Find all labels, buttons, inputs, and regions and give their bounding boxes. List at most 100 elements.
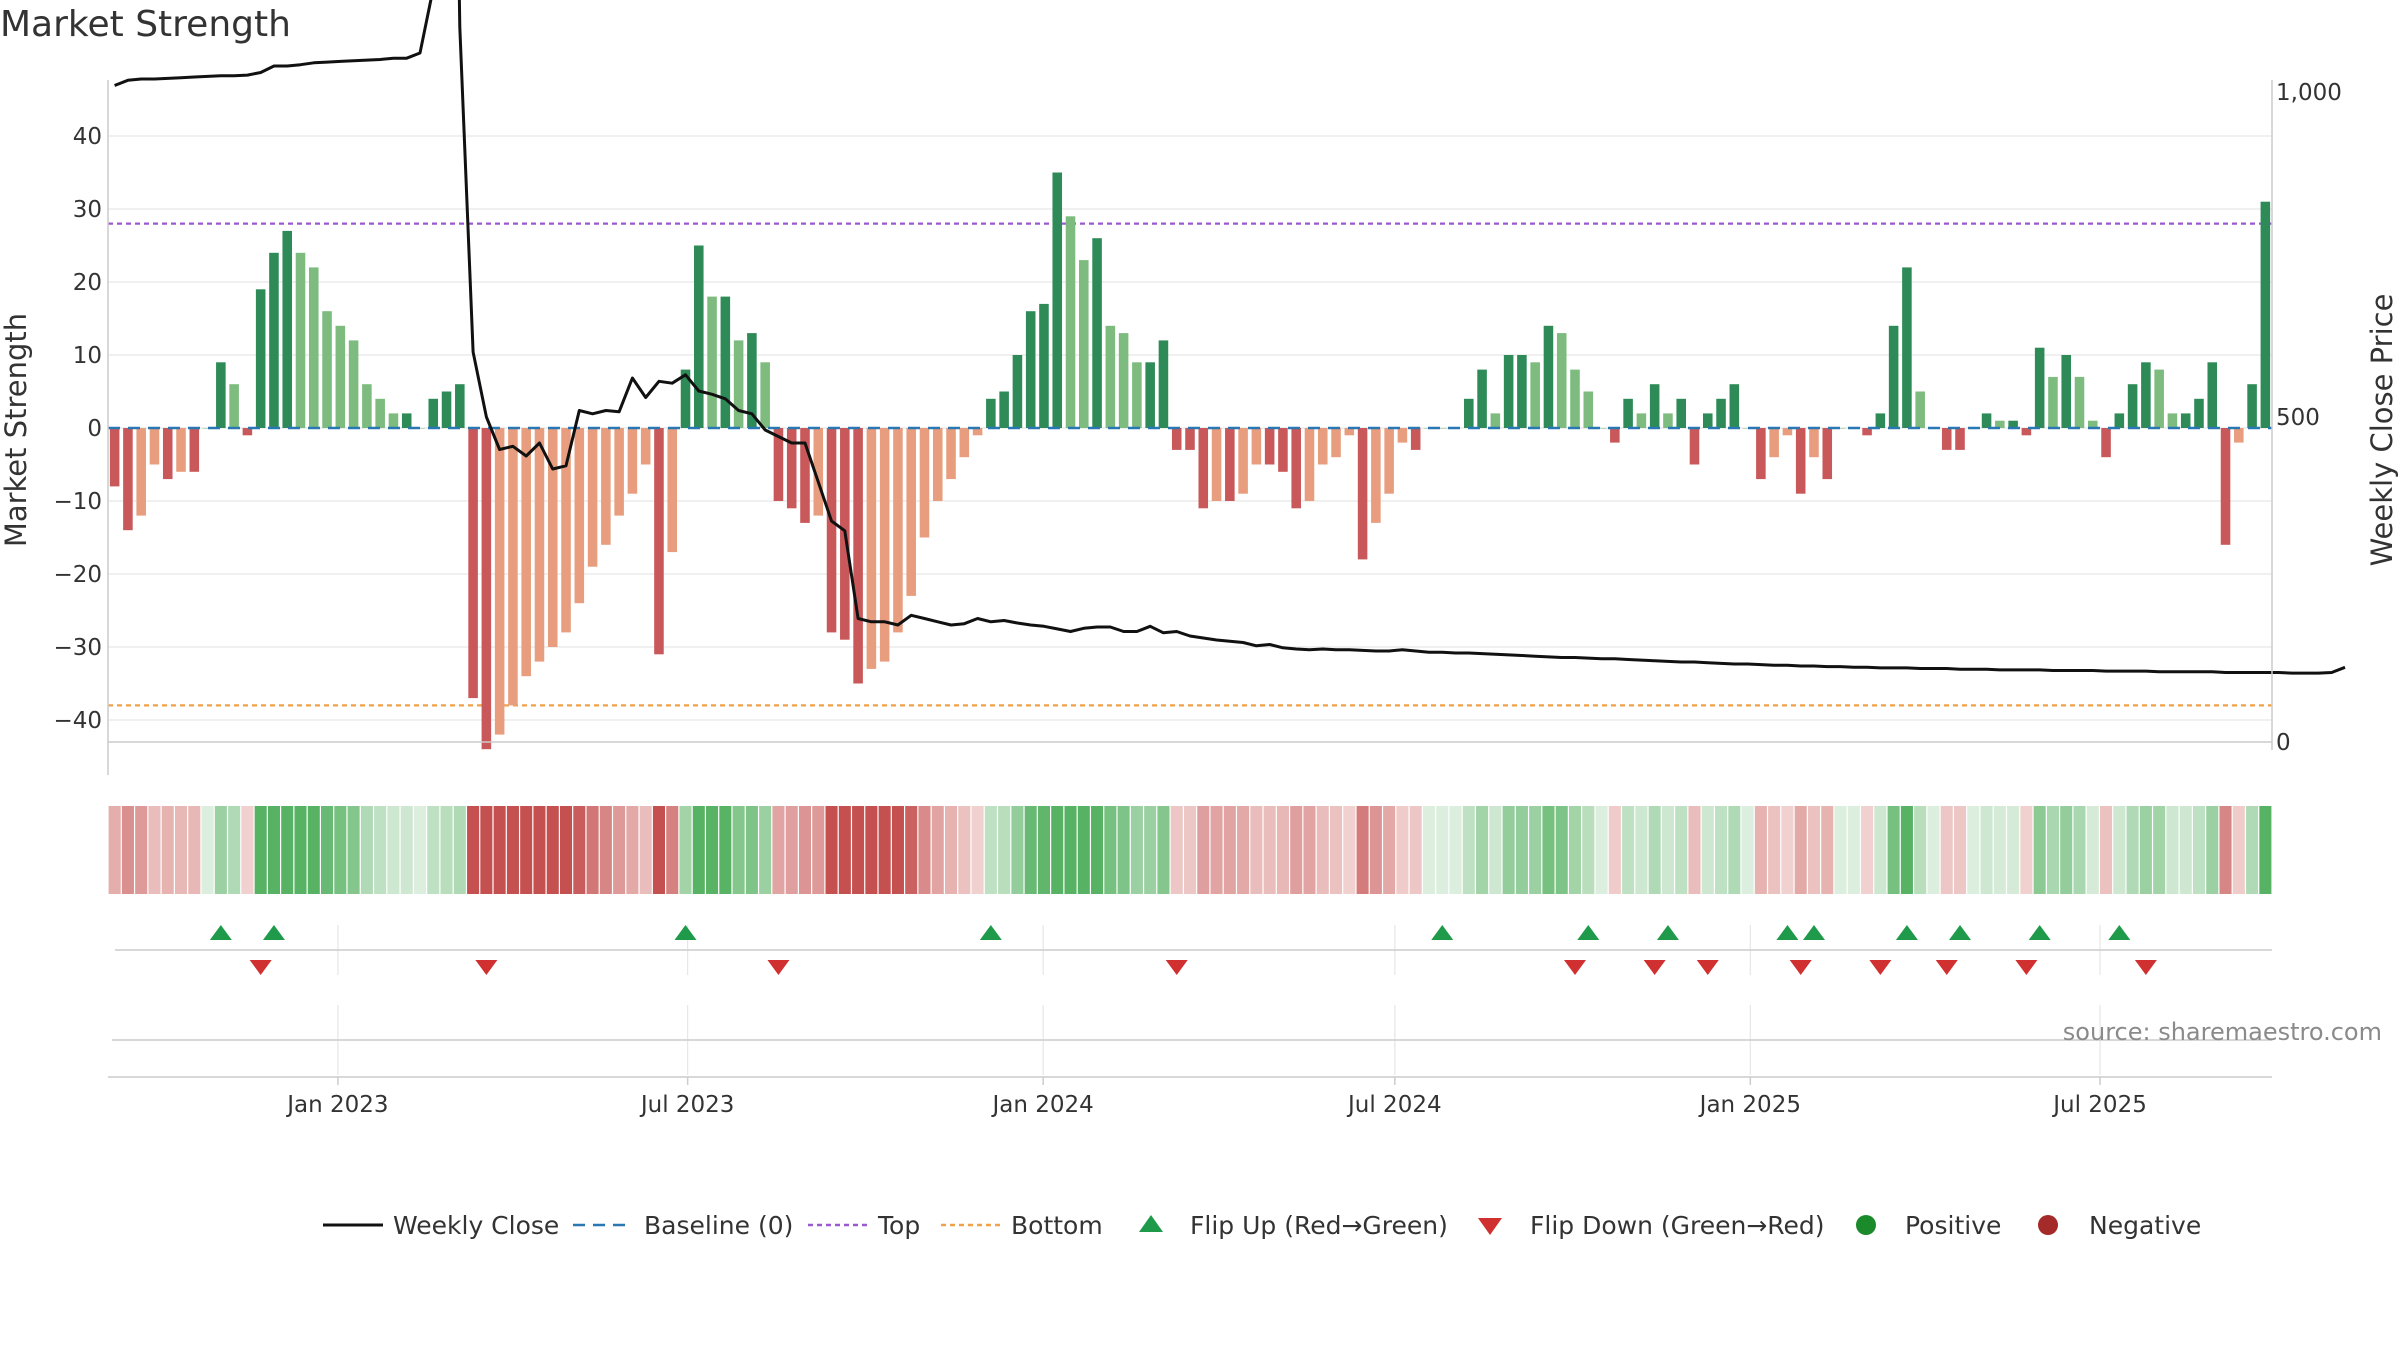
x-tick-label: Jul 2025 xyxy=(2051,1092,2147,1118)
strength-bar xyxy=(707,296,717,428)
strength-bar xyxy=(826,428,837,633)
strength-bar xyxy=(654,428,664,655)
heat-cell xyxy=(984,806,997,894)
strength-bar xyxy=(640,428,651,465)
flip-up-marker xyxy=(2108,925,2131,940)
heat-cell xyxy=(1754,806,1767,894)
strength-bar xyxy=(308,267,319,428)
legend-swatch-flip-down xyxy=(1478,1218,1502,1235)
heat-cell xyxy=(135,806,148,894)
flip-down-marker xyxy=(1165,960,1188,975)
heat-cell xyxy=(2232,806,2245,894)
strength-bar xyxy=(269,252,279,428)
heat-cell xyxy=(1595,806,1608,894)
strength-bar xyxy=(1251,428,1262,465)
strength-bar xyxy=(1317,428,1328,465)
strength-bar xyxy=(1079,260,1089,428)
heat-cell xyxy=(1343,806,1356,894)
heat-cell xyxy=(1130,806,1143,894)
legend-label: Bottom xyxy=(1011,1211,1103,1240)
heat-cell xyxy=(599,806,612,894)
heat-cell xyxy=(1489,806,1502,894)
strength-bar xyxy=(999,391,1009,428)
strength-bar xyxy=(1729,384,1740,428)
strength-bar xyxy=(972,428,983,436)
y-tick-label-left: −40 xyxy=(53,708,102,734)
heat-cell xyxy=(1369,806,1382,894)
strength-bar xyxy=(1278,428,1288,472)
heat-cell xyxy=(1104,806,1117,894)
strength-bar xyxy=(1344,428,1355,436)
heat-cell xyxy=(2139,806,2152,894)
strength-bar xyxy=(481,428,492,750)
heat-cell xyxy=(812,806,825,894)
strength-bar xyxy=(1331,428,1341,458)
y-axis-right-title: Weekly Close Price xyxy=(2365,294,2399,567)
y-tick-label-left: −20 xyxy=(53,562,102,588)
heat-cell xyxy=(613,806,626,894)
heat-cell xyxy=(148,806,161,894)
heat-cell xyxy=(427,806,440,894)
strength-bar xyxy=(2087,420,2098,428)
heat-cell xyxy=(878,806,891,894)
heat-cell xyxy=(2007,806,2020,894)
heat-cell xyxy=(1183,806,1197,894)
strength-bar xyxy=(335,325,346,428)
strength-bar xyxy=(2234,428,2244,443)
heat-cell xyxy=(1011,806,1024,894)
strength-bar xyxy=(1025,311,1036,428)
strength-bar xyxy=(1716,398,1726,428)
strength-bar xyxy=(1517,355,1527,428)
heat-cell xyxy=(998,806,1011,894)
heat-cell xyxy=(958,806,971,894)
heat-cell xyxy=(1993,806,2006,894)
heat-cell xyxy=(1117,806,1130,894)
heat-cell xyxy=(334,806,347,894)
heat-cell xyxy=(2206,806,2219,894)
strength-bar xyxy=(441,391,452,428)
strength-bar xyxy=(932,428,943,501)
heat-cell xyxy=(1197,806,1210,894)
y-axis-left-title: Market Strength xyxy=(0,313,33,547)
heat-cell xyxy=(2020,806,2033,894)
y-tick-label-left: −10 xyxy=(53,489,102,515)
strength-bar xyxy=(1304,428,1315,501)
x-tick-label: Jan 2023 xyxy=(285,1092,388,1118)
strength-bar xyxy=(1410,428,1421,450)
heat-cell xyxy=(1688,806,1701,894)
strength-bar xyxy=(1052,172,1063,428)
heat-cell xyxy=(267,806,280,894)
strength-bars xyxy=(109,172,2271,750)
flip-down-marker xyxy=(1643,960,1666,975)
y-tick-label-left: 0 xyxy=(87,416,102,442)
heat-cell xyxy=(400,806,413,894)
strength-bar xyxy=(1596,428,1607,429)
flip-down-marker xyxy=(1564,960,1587,975)
strength-bar xyxy=(601,428,611,545)
heat-cell xyxy=(1383,806,1396,894)
heat-cell xyxy=(2153,806,2166,894)
strength-bar xyxy=(1384,428,1394,494)
strength-bar xyxy=(2180,413,2191,428)
heat-cell xyxy=(2219,806,2232,894)
strength-bar xyxy=(1065,216,1076,428)
strength-bar xyxy=(2194,398,2204,428)
strength-bar xyxy=(428,398,439,428)
strength-bar xyxy=(255,289,266,428)
legend[interactable]: Weekly Close Baseline (0) Top Bottom Flip Up… xyxy=(323,1211,2201,1240)
strength-bar xyxy=(1623,398,1633,428)
heat-cell xyxy=(1768,806,1781,894)
strength-bar xyxy=(1981,413,1992,428)
heat-cell xyxy=(1329,806,1343,894)
heat-cell xyxy=(1064,806,1077,894)
legend-label: Positive xyxy=(1905,1211,2001,1240)
strength-bar xyxy=(2220,428,2231,545)
strength-bar xyxy=(216,362,226,428)
heat-cell xyxy=(1582,806,1595,894)
strength-bar xyxy=(1371,428,1381,523)
strength-bar xyxy=(534,428,545,662)
strength-bar xyxy=(986,398,996,428)
heat-cell xyxy=(374,806,387,894)
heat-cell xyxy=(1037,806,1051,894)
heat-cell xyxy=(692,806,705,894)
